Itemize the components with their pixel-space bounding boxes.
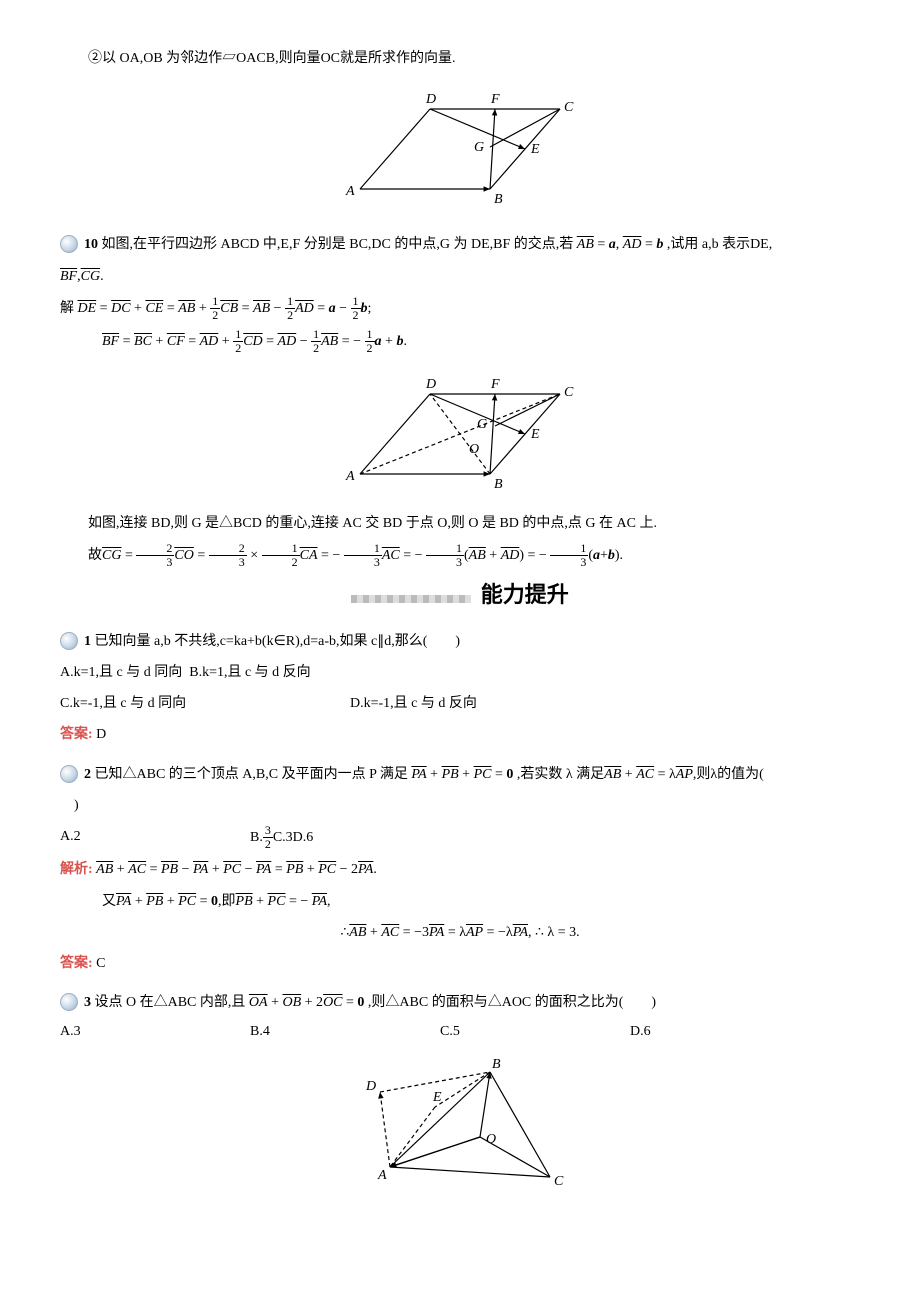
analysis-label: 解析: <box>60 862 93 877</box>
answer-label: 答案: <box>60 727 93 742</box>
q2-post1: ,若实数 λ 满足 <box>517 767 604 782</box>
q10-content: 10 如图,在平行四边形 ABCD 中,E,F 分别是 BC,DC 的中点,G … <box>84 232 772 257</box>
svg-text:C: C <box>564 385 574 400</box>
answer-label: 答案: <box>60 956 93 971</box>
q1-answer-value: D <box>96 727 106 742</box>
svg-text:B: B <box>494 192 503 207</box>
svg-text:B: B <box>492 1057 501 1072</box>
q3-optD: D.6 <box>630 1019 681 1044</box>
q1-options-row2: C.k=-1,且 c 与 d 同向 D.k=-1,且 c 与 d 反向 <box>60 691 860 716</box>
q3-content: 3 设点 O 在△ABC 内部,且 OA + OB + 2OC = 0 ,则△A… <box>84 990 656 1015</box>
q1-optD: D.k=-1,且 c 与 d 反向 <box>350 691 507 716</box>
q10-ad: AD <box>623 237 642 252</box>
svg-text:D: D <box>365 1079 376 1094</box>
fig1-svg: A B C D E F G <box>330 79 590 209</box>
figure-parallelogram-2: A B C D E F GO <box>60 364 860 503</box>
q2-pre: 已知△ABC 的三个顶点 A,B,C 及平面内一点 P 满足 <box>95 767 408 782</box>
svg-text:F: F <box>490 92 500 107</box>
q3-optB: B.4 <box>250 1019 440 1044</box>
svg-text:O: O <box>469 442 479 457</box>
q10-line1: 10 如图,在平行四边形 ABCD 中,E,F 分别是 BC,DC 的中点,G … <box>60 232 860 257</box>
svg-text:D: D <box>425 92 436 107</box>
q2-analysis1: 解析: AB + AC = PB − PA + PC − PA = PB + P… <box>60 857 860 882</box>
q3-number: 3 <box>84 995 91 1010</box>
q1-options-row1: A.k=1,且 c 与 d 同向 B.k=1,且 c 与 d 反向 <box>60 660 860 685</box>
bullet-icon <box>60 765 78 783</box>
fig3-svg: A B C D E O <box>340 1052 580 1192</box>
bullet-icon <box>60 632 78 650</box>
q2-line: 2 已知△ABC 的三个顶点 A,B,C 及平面内一点 P 满足 PA + PB… <box>60 762 860 787</box>
q3-line: 3 设点 O 在△ABC 内部,且 OA + OB + 2OC = 0 ,则△A… <box>60 990 860 1015</box>
q2-content: 2 已知△ABC 的三个顶点 A,B,C 及平面内一点 P 满足 PA + PB… <box>84 762 764 787</box>
q3-optA: A.3 <box>60 1019 250 1044</box>
q1-answer: 答案: D <box>60 722 860 747</box>
q1-optB: B.k=1,且 c 与 d 反向 <box>189 665 310 680</box>
q10-mid2: 故CG = 23CO = 23 × 12CA = − 13AC = − 13(A… <box>60 542 860 569</box>
svg-text:G: G <box>474 140 484 155</box>
svg-text:G: G <box>477 417 487 432</box>
q10-text-after: ,试用 a,b 表示DE, <box>667 237 772 252</box>
svg-text:O: O <box>486 1132 496 1147</box>
intro-text: ②以 OA,OB 为邻边作▱OACB,则向量OC就是所求作的向量. <box>88 51 456 66</box>
svg-text:A: A <box>345 469 355 484</box>
q3-optC: C.5 <box>440 1019 630 1044</box>
svg-text:A: A <box>345 184 355 199</box>
q10-sol-de: 解 DE = DC + CE = AB + 12CB = AB − 12AD =… <box>60 295 860 322</box>
svg-text:E: E <box>432 1090 442 1105</box>
q3-pre: 设点 O 在△ABC 内部,且 <box>95 995 246 1010</box>
q2-optBCD: B.32C.3D.6 <box>250 824 343 851</box>
q1-optC: C.k=-1,且 c 与 d 同向 <box>60 691 350 716</box>
intro-line: ②以 OA,OB 为邻边作▱OACB,则向量OC就是所求作的向量. <box>60 46 860 71</box>
q10-text-before: 如图,在平行四边形 ABCD 中,E,F 分别是 BC,DC 的中点,G 为 D… <box>102 237 574 252</box>
q1-optA: A.k=1,且 c 与 d 同向 <box>60 665 182 680</box>
q2-analysis3: ∴AB + AC = −3PA = λAP = −λPA, ∴ λ = 3. <box>60 920 860 945</box>
q2-answer: 答案: C <box>60 951 860 976</box>
svg-text:E: E <box>530 142 540 157</box>
q2-options: A.2 B.32C.3D.6 <box>60 824 860 851</box>
q2-number: 2 <box>84 767 91 782</box>
svg-text:F: F <box>490 377 500 392</box>
section-bar-icon <box>351 595 471 603</box>
q10-ab: AB <box>577 237 594 252</box>
q1-number: 1 <box>84 634 91 649</box>
q10-sol-bf: BF = BC + CF = AD + 12CD = AD − 12AB = −… <box>60 328 860 355</box>
figure-parallelogram-1: A B C D E F G <box>60 79 860 218</box>
bullet-icon <box>60 993 78 1011</box>
section-title: 能力提升 <box>481 582 569 607</box>
sol-prefix: 解 <box>60 301 74 316</box>
svg-text:A: A <box>377 1168 387 1183</box>
q1-line: 1 已知向量 a,b 不共线,c=ka+b(k∈R),d=a-b,如果 c∥d,… <box>60 629 860 654</box>
q3-options: A.3 B.4 C.5 D.6 <box>60 1019 860 1044</box>
svg-text:C: C <box>564 100 574 115</box>
q10-line2: BF,CG. <box>60 264 860 289</box>
q2-analysis2: 又PA + PB + PC = 0,即PB + PC = − PA, <box>60 889 860 914</box>
q10-number: 10 <box>84 237 98 252</box>
q10-mid1: 如图,连接 BD,则 G 是△BCD 的重心,连接 AC 交 BD 于点 O,则… <box>60 511 860 536</box>
section-title-row: 能力提升 <box>60 575 860 615</box>
bullet-icon <box>60 235 78 253</box>
fig2-svg: A B C D E F GO <box>330 364 590 494</box>
svg-text:B: B <box>494 477 503 492</box>
svg-text:D: D <box>425 377 436 392</box>
q2-close: ) <box>60 793 860 818</box>
svg-text:C: C <box>554 1174 564 1189</box>
figure-triangle-q3: A B C D E O <box>60 1052 860 1201</box>
q3-post: ,则△ABC 的面积与△AOC 的面积之比为( ) <box>368 995 656 1010</box>
q1-content: 1 已知向量 a,b 不共线,c=ka+b(k∈R),d=a-b,如果 c∥d,… <box>84 629 460 654</box>
q2-answer-value: C <box>96 956 105 971</box>
q1-prompt: 已知向量 a,b 不共线,c=ka+b(k∈R),d=a-b,如果 c∥d,那么… <box>95 634 461 649</box>
q2-optA: A.2 <box>60 824 250 851</box>
svg-text:E: E <box>530 427 540 442</box>
